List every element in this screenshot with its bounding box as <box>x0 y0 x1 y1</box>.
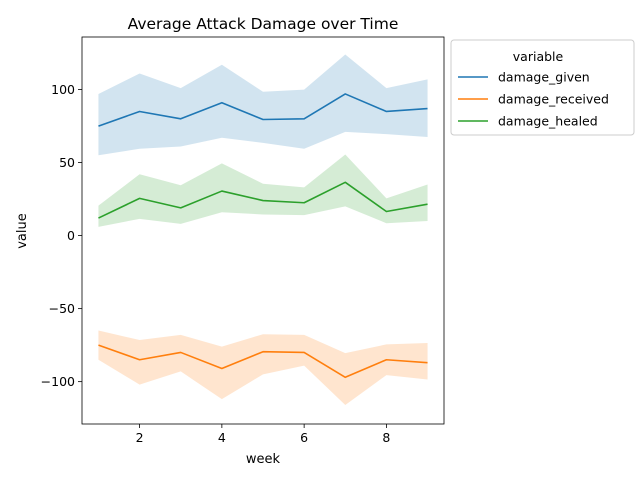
legend-title: variable <box>513 49 564 64</box>
band-damage_received <box>98 330 428 406</box>
y-axis-ticks: −100 −50 0 50 100 <box>41 82 82 389</box>
plot-area-frame <box>81 36 445 425</box>
confidence-bands <box>98 54 428 406</box>
chart-title: Average Attack Damage over Time <box>128 15 399 33</box>
legend-label-damage_received: damage_received <box>498 92 609 107</box>
y-tick-label: 0 <box>67 228 75 243</box>
x-tick-label: 8 <box>382 430 390 445</box>
series-lines <box>98 93 428 379</box>
y-tick-label: 100 <box>51 82 75 97</box>
x-tick-label: 2 <box>136 430 144 445</box>
band-damage_given <box>98 54 428 156</box>
y-tick-label: −100 <box>41 374 75 389</box>
x-tick-label: 4 <box>218 430 226 445</box>
legend-frame <box>450 39 635 136</box>
x-tick-label: 6 <box>300 430 308 445</box>
x-axis-ticks: 2 4 6 8 <box>136 424 390 445</box>
y-axis-label: value <box>15 213 30 249</box>
line-damage_received <box>98 344 428 379</box>
legend: variable damage_givendamage_receiveddama… <box>450 39 635 136</box>
y-tick-label: −50 <box>49 301 75 316</box>
band-damage_healed <box>98 154 428 227</box>
legend-items: damage_given damage_received damage_healed <box>458 70 609 129</box>
line-damage_healed <box>98 181 428 219</box>
legend-label-damage_healed: damage_healed <box>498 114 598 129</box>
line-damage_given <box>98 93 428 127</box>
y-tick-label: 50 <box>59 155 75 170</box>
legend-label-damage_given: damage_given <box>498 70 590 85</box>
x-axis-label: week <box>246 452 281 467</box>
